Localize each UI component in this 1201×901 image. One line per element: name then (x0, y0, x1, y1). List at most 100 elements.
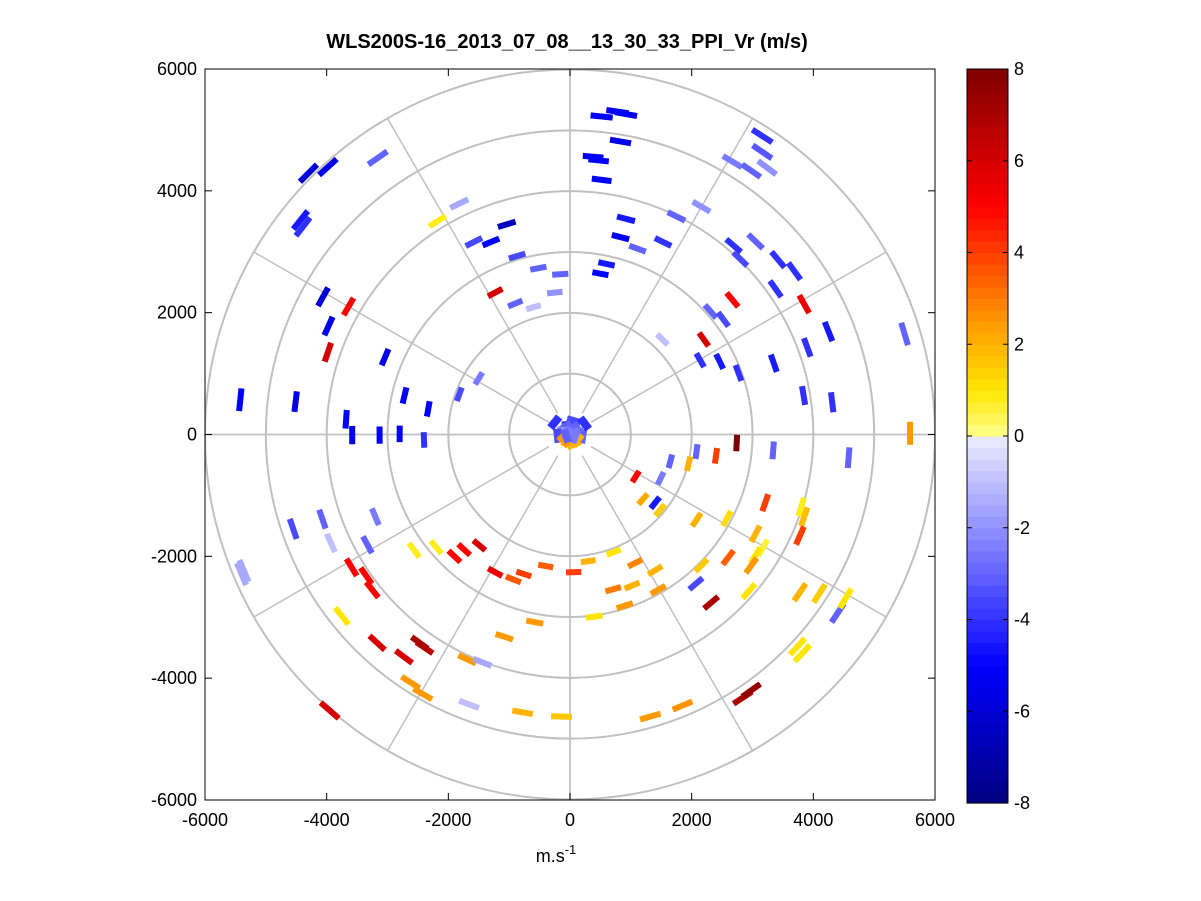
data-point (506, 297, 524, 310)
data-point (550, 713, 572, 720)
data-point (427, 213, 448, 230)
data-point (525, 302, 542, 313)
data-point (844, 447, 853, 469)
colorbar-band (967, 573, 1008, 586)
data-point (654, 470, 667, 486)
grid-spoke (253, 251, 550, 423)
data-point (399, 386, 410, 405)
data-point (290, 209, 311, 232)
data-point (315, 286, 331, 308)
data-point (740, 681, 762, 700)
colorbar-tick-label: 4 (1014, 243, 1024, 263)
data-point (605, 107, 630, 117)
y-tick-label: -2000 (151, 546, 197, 566)
data-point (446, 548, 463, 565)
data-point (343, 557, 360, 578)
data-point (787, 636, 808, 657)
data-point (629, 469, 642, 484)
data-point (626, 556, 644, 570)
colorbar-tick-label: -8 (1014, 793, 1030, 813)
x-tick-label: 2000 (672, 810, 712, 830)
y-tick-label: 2000 (157, 303, 197, 323)
colorbar-band (967, 688, 1008, 701)
colorbar-band (967, 653, 1008, 666)
data-point (721, 153, 744, 170)
data-point (746, 232, 765, 251)
data-point (687, 575, 705, 592)
data-point (378, 347, 392, 367)
data-point (420, 432, 428, 448)
colorbar-band (967, 321, 1008, 334)
data-point (486, 286, 504, 299)
grid-spoke (590, 446, 887, 618)
colorbar-band (967, 562, 1008, 575)
colorbar-band (967, 390, 1008, 403)
colorbar-band (967, 378, 1008, 391)
data-point (464, 235, 484, 249)
colorbar-band (967, 447, 1008, 460)
data-point (317, 156, 339, 178)
data-point (497, 218, 517, 230)
colorbar-band (967, 286, 1008, 299)
grid-spoke (581, 118, 754, 414)
data-point (286, 517, 300, 540)
data-point (604, 584, 622, 595)
data-point (511, 707, 534, 717)
colorbar-band (967, 619, 1008, 632)
colorbar-band (967, 69, 1008, 82)
data-point (486, 565, 504, 579)
y-tick-label: 0 (187, 425, 197, 445)
data-point (332, 605, 351, 627)
data-point (560, 427, 573, 444)
colorbar-tick-label: 2 (1014, 334, 1024, 354)
data-point (615, 600, 634, 612)
data-point (648, 495, 662, 511)
colorbar-band (967, 172, 1008, 185)
data-point (590, 112, 613, 121)
colorbar-band (967, 149, 1008, 162)
colorbar-tick-label: 8 (1014, 59, 1024, 79)
colorbar-tick-label: 0 (1014, 426, 1024, 446)
data-point (591, 269, 609, 279)
data-point (628, 242, 647, 255)
colorbar-band (967, 699, 1008, 712)
colorbar-band (967, 103, 1008, 116)
data-point (481, 235, 501, 249)
data-point (798, 506, 811, 527)
colorbar-band (967, 241, 1008, 254)
data-point (720, 548, 736, 567)
data-point (367, 633, 387, 653)
colorbar-band (967, 550, 1008, 563)
data-point (898, 321, 911, 347)
data-point (316, 508, 329, 530)
grid-spoke (581, 455, 754, 751)
data-point (471, 538, 488, 553)
data-point (799, 385, 809, 406)
colorbar-band (967, 413, 1008, 426)
data-point (366, 148, 389, 167)
data-point (795, 496, 807, 518)
data-point (767, 353, 780, 373)
data-point (321, 315, 336, 337)
y-tick-label: 4000 (157, 181, 197, 201)
colorbar-band (967, 757, 1008, 770)
colorbar-band (967, 516, 1008, 529)
colorbar-band (967, 527, 1008, 540)
data-point (341, 296, 357, 317)
colorbar-band (967, 768, 1008, 781)
data-point (449, 196, 470, 211)
x-tick-label: -6000 (182, 810, 228, 830)
data-point (360, 535, 375, 555)
data-point (732, 364, 745, 382)
colorbar-band (967, 298, 1008, 311)
data-point (653, 235, 673, 249)
colorbar-band (967, 126, 1008, 139)
data-point (827, 391, 837, 413)
y-tick-label: -6000 (151, 790, 197, 810)
colorbar-band (967, 470, 1008, 483)
colorbar-band (967, 218, 1008, 231)
data-point (724, 236, 744, 255)
data-marks (234, 107, 914, 723)
data-point (792, 643, 813, 664)
